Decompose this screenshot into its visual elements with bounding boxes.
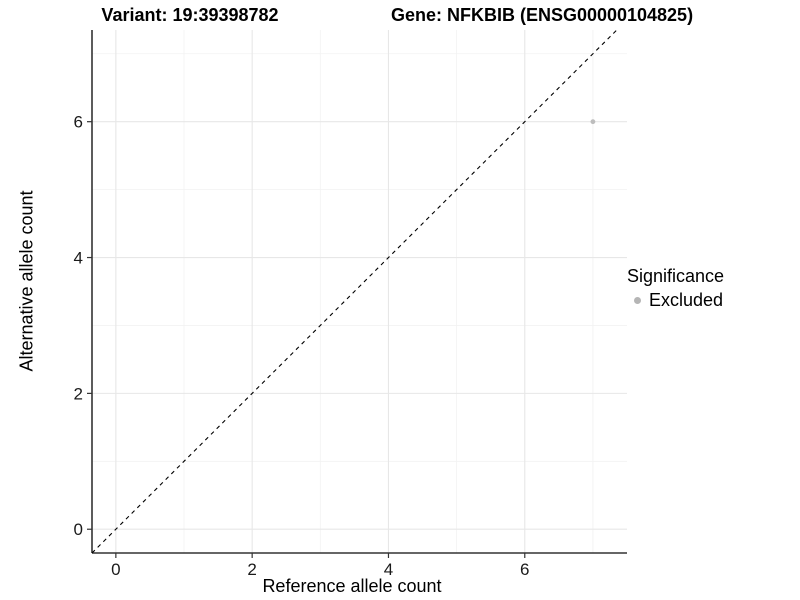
x-tick-label: 6 (520, 560, 529, 579)
data-point (590, 119, 596, 125)
x-tick-label: 4 (384, 560, 393, 579)
legend-title: Significance (627, 266, 725, 286)
plot-title-variant: Variant: 19:39398782 (101, 5, 279, 25)
y-tick-label: 2 (74, 384, 83, 403)
y-tick-label: 0 (74, 520, 83, 539)
x-tick-label: 0 (111, 560, 120, 579)
legend: Significance Excluded (627, 266, 724, 311)
legend-item-excluded: Excluded (627, 290, 724, 311)
x-axis-title: Reference allele count (262, 576, 442, 596)
x-tick-label: 2 (247, 560, 256, 579)
legend-item-label: Excluded (649, 290, 724, 310)
y-axis-title: Alternative allele count (16, 190, 37, 372)
identity-line (91, 29, 618, 554)
y-tick-label: 6 (74, 113, 83, 132)
y-tick-label: 4 (74, 249, 83, 268)
plot-title-gene: Gene: NFKBIB (ENSG00000104825) (390, 5, 694, 25)
excluded-marker-icon (634, 297, 641, 304)
